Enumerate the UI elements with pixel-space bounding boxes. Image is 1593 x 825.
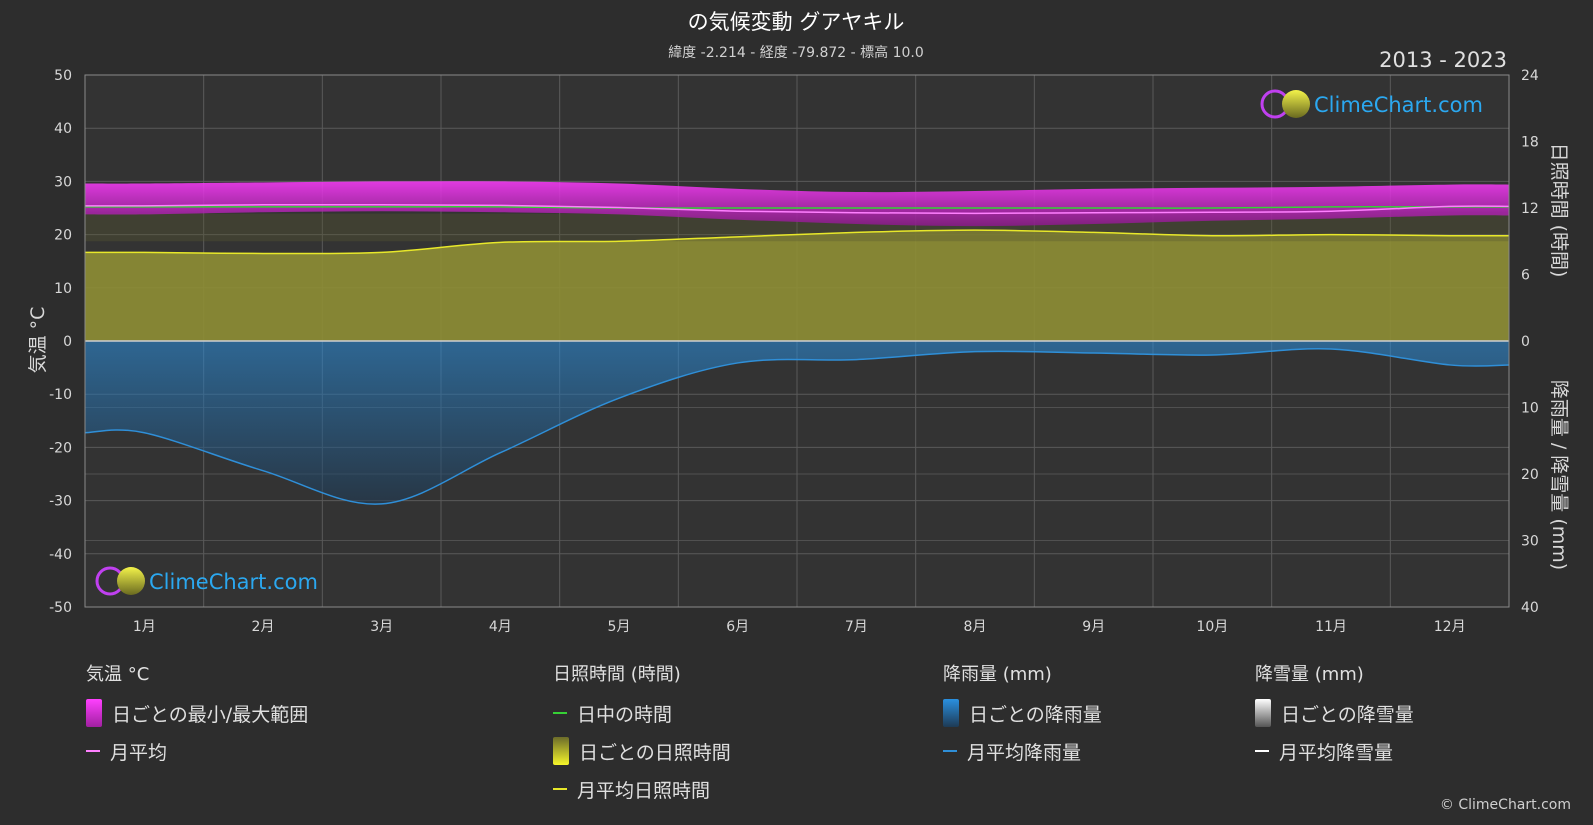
snow-mean-swatch [1255,750,1269,752]
legend-sunshine: 日照時間 (時間) 日中の時間 日ごとの日照時間 月平均日照時間 [553,660,731,808]
watermark-text: ClimeChart.com [149,570,318,594]
month-tick-label: 8月 [964,619,987,635]
chart-title: の気候変動 グアヤキル [688,10,905,34]
rain-mean-swatch [943,750,957,752]
right-top-tick-label: 18 [1521,135,1539,151]
temp-range-swatch [86,699,102,727]
legend-label: 月平均降雪量 [1279,741,1394,764]
daylight-line [85,206,1509,209]
right-top-tick-label: 24 [1521,68,1539,84]
legend-label: 月平均日照時間 [577,779,711,802]
right-top-tick-label: 12 [1521,201,1539,217]
legend-title: 降雪量 (mm) [1255,664,1364,685]
series-layer [85,181,1509,505]
legend-label: 日中の時間 [577,703,673,726]
legend-item: 月平均降雪量 [1255,732,1414,770]
legend-item: 月平均 [86,732,308,770]
legend-label: 月平均 [110,741,168,764]
watermark-bottom: ClimeChart.com [95,566,318,596]
legend-item: 日ごとの降雪量 [1255,694,1414,732]
rain-swatch [943,699,959,727]
axes: 50 40 30 20 10 0 -10 -20 -30 -40 -50 24 18 12 6 0 10 20 30… [49,68,1539,635]
left-tick-label: -50 [49,600,72,616]
snow-swatch [1255,699,1271,727]
legend-label: 日ごとの降雪量 [1281,703,1414,726]
legend-title: 降雨量 (mm) [943,664,1052,685]
month-tick-label: 12月 [1434,619,1466,635]
legend-label: 日ごとの降雨量 [969,703,1102,726]
right-top-tick-label: 0 [1521,334,1530,350]
chart-subtitle: 緯度 -2.214 - 経度 -79.872 - 標高 10.0 [668,44,924,61]
legend-item: 月平均降雨量 [943,732,1102,770]
right-top-tick-label: 6 [1521,268,1530,284]
right-bottom-axis-label: 降雨量 / 降雪量 (mm) [1548,380,1570,570]
left-tick-label: 20 [54,228,72,244]
plot-border [84,74,1510,608]
left-tick-label: -30 [49,494,72,510]
month-tick-label: 5月 [608,619,631,635]
legend-item: 月平均日照時間 [553,770,731,808]
legend-temperature: 気温 °C 日ごとの最小/最大範囲 月平均 [86,660,308,770]
month-tick-label: 9月 [1082,619,1105,635]
month-tick-label: 2月 [252,619,275,635]
legend-title: 日照時間 (時間) [553,664,681,685]
legend-label: 月平均降雨量 [967,741,1082,764]
left-tick-label: 10 [54,281,72,297]
daylight-swatch [553,712,567,714]
sunshine-swatch [553,737,569,765]
temp-mean-swatch [86,750,100,752]
right-bottom-tick-label: 40 [1521,600,1539,616]
month-tick-label: 1月 [133,619,156,635]
logo-sun-icon [1282,90,1310,118]
temp-range-band [85,181,1509,227]
right-bottom-tick-label: 20 [1521,467,1539,483]
month-tick-label: 11月 [1315,619,1347,635]
month-tick-label: 10月 [1196,619,1228,635]
legend-item: 日ごとの最小/最大範囲 [86,694,308,732]
legend-item: 日中の時間 [553,694,731,732]
left-tick-label: -20 [49,440,72,456]
month-tick-label: 4月 [489,619,512,635]
legend-label: 日ごとの日照時間 [579,741,731,764]
legend-rain: 降雨量 (mm) 日ごとの降雨量 月平均降雨量 [943,660,1102,770]
year-range: 2013 - 2023 [1379,48,1507,72]
left-tick-label: -10 [49,387,72,403]
legend-item: 日ごとの日照時間 [553,732,731,770]
left-tick-label: 0 [63,334,72,350]
left-tick-label: 30 [54,174,72,190]
watermark-top: ClimeChart.com [1260,89,1483,119]
rain-mean-line [85,347,1509,505]
left-tick-label: 50 [54,68,72,84]
temp-mean-line [85,203,1509,215]
right-top-axis-label: 日照時間 (時間) [1548,143,1570,278]
sunshine-area [85,230,1509,341]
copyright: © ClimeChart.com [1439,797,1571,813]
month-tick-label: 7月 [845,619,868,635]
rain-area [85,341,1509,505]
month-tick-label: 3月 [370,619,393,635]
right-bottom-tick-label: 30 [1521,534,1539,550]
right-bottom-tick-label: 10 [1521,401,1539,417]
sunshine-mean-line [85,229,1509,255]
left-tick-label: -40 [49,547,72,563]
month-tick-label: 6月 [726,619,749,635]
legend-item: 日ごとの降雨量 [943,694,1102,732]
logo-sun-icon [117,567,145,595]
sunshine-mean-swatch [553,788,567,790]
legend-label: 日ごとの最小/最大範囲 [112,703,309,726]
legend-title: 気温 °C [86,664,150,685]
legend-snow: 降雪量 (mm) 日ごとの降雪量 月平均降雪量 [1255,660,1414,770]
left-axis-label: 気温 °C [27,307,49,374]
watermark-text: ClimeChart.com [1314,93,1483,117]
left-tick-label: 40 [54,121,72,137]
